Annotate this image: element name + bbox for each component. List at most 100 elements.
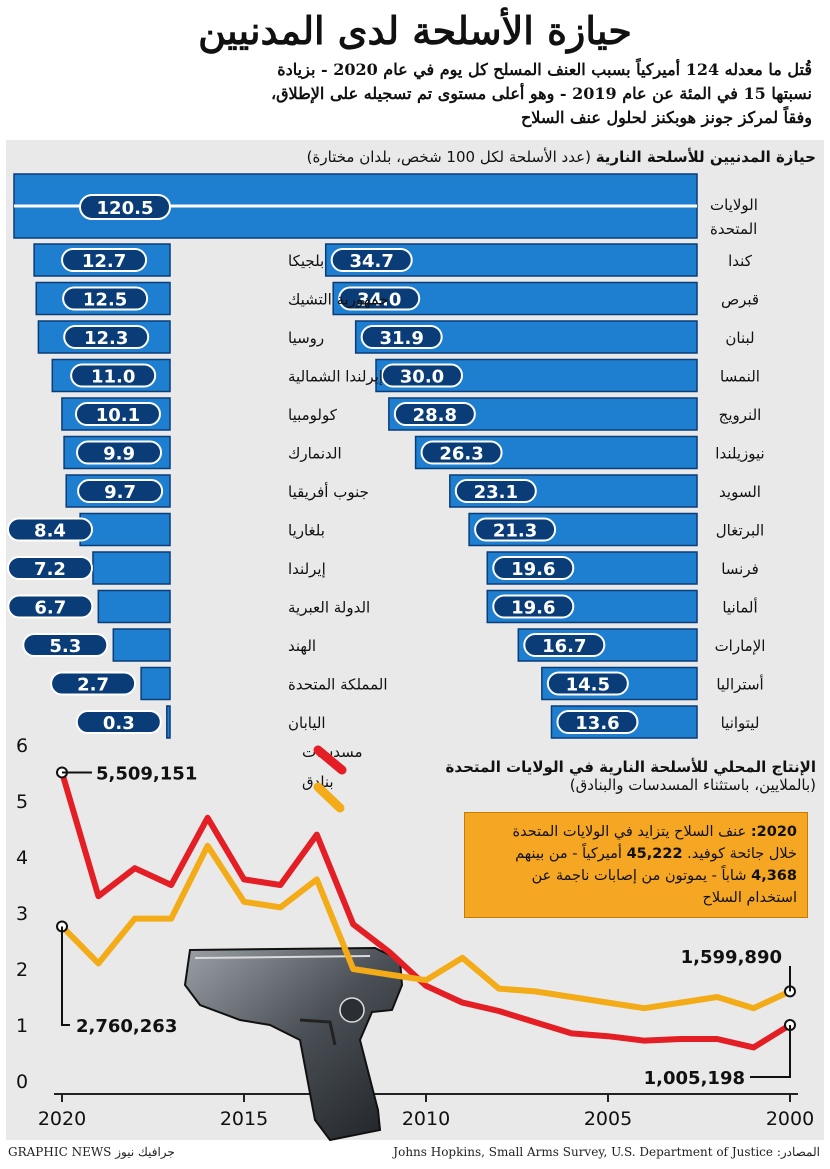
value-pill	[360, 325, 443, 349]
annotation-label: 5,509,151	[96, 763, 197, 784]
country-label: إيرلندا	[288, 560, 326, 578]
country-label: النمسا	[720, 368, 760, 386]
country-label: الدولة العبرية	[288, 599, 370, 617]
x-tick-label: 2005	[584, 1108, 632, 1130]
country-label: النرويج	[719, 406, 762, 424]
country-label: المملكة المتحدة	[288, 676, 388, 694]
series-line-rifles	[59, 842, 793, 1012]
value-label: 0.3	[103, 713, 135, 734]
country-label: إيرلندا الشمالية	[288, 368, 383, 386]
bar-chart-title: حيازة المدنيين للأسلحة النارية (عدد الأس…	[307, 148, 816, 166]
value-label: 10.1	[96, 405, 140, 426]
country-label: كولومبيا	[288, 406, 338, 424]
x-tick-label: 2015	[220, 1108, 268, 1130]
value-pill	[393, 402, 476, 426]
y-tick-label: 2	[16, 959, 28, 981]
annotation-label: 1,599,890	[681, 947, 782, 968]
country-label: جنوب أفريقيا	[288, 482, 369, 501]
value-label: 28.8	[413, 405, 457, 426]
country-label: ألمانيا	[722, 598, 757, 617]
value-pill	[474, 517, 557, 542]
value-pill	[454, 479, 537, 503]
value-pill	[76, 440, 163, 465]
country-label: أستراليا	[716, 675, 763, 694]
value-label: 16.7	[542, 636, 586, 657]
value-label: 12.3	[84, 328, 128, 349]
value-pill	[546, 671, 629, 696]
annotation-label: 2,760,263	[76, 1016, 177, 1037]
value-label: 12.7	[82, 251, 126, 272]
value-label: 11.0	[91, 367, 135, 388]
value-pill	[330, 248, 413, 272]
value-label: 8.4	[34, 521, 66, 542]
value-pill	[22, 633, 109, 657]
value-pill	[338, 286, 421, 311]
country-label: فرنسا	[721, 560, 759, 578]
country-label: جمهورية التشيك	[288, 291, 389, 309]
value-pill	[7, 594, 94, 619]
annotation-leader	[750, 1025, 791, 1078]
series-line-handguns	[59, 769, 793, 1051]
country-label: المتحدة	[710, 220, 757, 238]
value-label: 14.5	[566, 675, 610, 696]
value-label: 2.7	[77, 675, 109, 696]
value-pill	[7, 556, 93, 580]
bar	[97, 589, 171, 624]
value-label: 34.7	[349, 251, 393, 272]
value-pill	[381, 363, 463, 388]
country-label: الإمارات	[715, 637, 766, 655]
value-label: 19.6	[511, 598, 555, 619]
country-label: الولايات	[710, 196, 758, 214]
note-box: 2020: عنف السلاح يتزايد في الولايات المت…	[464, 812, 808, 918]
bar	[112, 628, 171, 662]
value-label: 120.5	[97, 198, 154, 219]
country-label: البرتغال	[716, 522, 764, 540]
value-label: 13.6	[575, 713, 619, 734]
value-label: 34.0	[357, 290, 401, 311]
x-tick-label: 2000	[766, 1108, 814, 1130]
note-text-1: عنف السلاح يتزايد في الولايات المتحدة	[512, 824, 751, 840]
bar-chart-subtitle: (عدد الأسلحة لكل 100 شخص، بلدان مختارة)	[306, 148, 591, 166]
value-label: 9.7	[104, 482, 136, 503]
value-label: 19.6	[511, 559, 555, 580]
line-chart-title-main: الإنتاج المحلي للأسلحة النارية في الولاي…	[445, 758, 816, 776]
y-tick-label: 5	[16, 791, 28, 813]
country-label: كندا	[728, 252, 753, 270]
country-label: اليابان	[288, 714, 326, 732]
y-tick-label: 3	[16, 903, 28, 925]
value-label: 5.3	[49, 636, 81, 657]
value-pill	[61, 248, 148, 272]
note-text-4: شاباً - يموتون من إصابات ناجمة عن	[531, 868, 752, 884]
value-pill	[62, 286, 149, 311]
value-label: 6.7	[34, 598, 66, 619]
subtitle-line-1: قُتل ما معدله 124 أميركياً بسبب العنف ال…	[277, 60, 812, 79]
bar-chart-title-main: حيازة المدنيين للأسلحة النارية	[595, 148, 816, 166]
value-label: 12.5	[83, 290, 127, 311]
bar	[79, 512, 171, 547]
country-label: نيوزيلندا	[715, 445, 764, 463]
country-label: لبنان	[725, 329, 754, 347]
note-text-3: أميركياً - من بينهم	[515, 846, 627, 862]
annotation-leader	[61, 926, 70, 1026]
country-label: الدنمارك	[288, 445, 342, 463]
value-pill	[556, 710, 639, 734]
y-tick-label: 1	[16, 1015, 28, 1037]
y-tick-label: 4	[16, 847, 28, 869]
country-label: الهند	[288, 637, 316, 655]
subtitle-line-3: وفقاً لمركز جونز هوبكنز لحلول عنف السلاح	[520, 108, 812, 127]
pistol-illustration	[183, 946, 404, 1142]
value-pill	[492, 556, 575, 580]
legend-swatch-rifles	[313, 782, 345, 813]
value-pill	[74, 402, 161, 426]
value-label: 31.9	[379, 328, 423, 349]
value-label: 30.0	[400, 367, 444, 388]
value-label: 21.3	[493, 521, 537, 542]
line-chart-subtitle: (بالملايين، باستثناء المسدسات والبنادق)	[569, 776, 816, 794]
legend-swatch-handguns	[313, 745, 347, 775]
value-label: 23.1	[474, 482, 518, 503]
footer-credit: GRAPHIC NEWS جرافيك نيوز	[8, 1145, 175, 1159]
legend-label-rifles: بنادق	[302, 773, 334, 791]
value-pill	[7, 517, 93, 542]
value-pill	[420, 440, 503, 465]
